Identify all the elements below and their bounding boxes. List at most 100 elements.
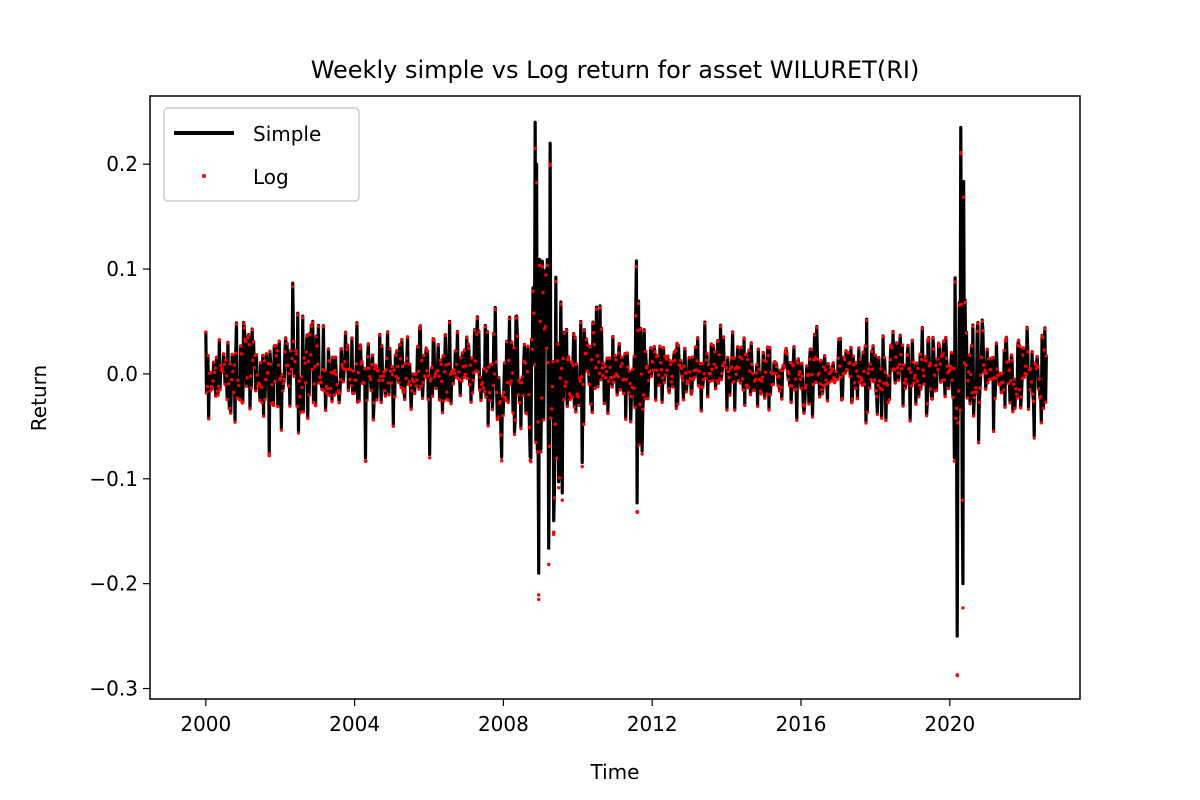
- log-return-point: [555, 359, 559, 363]
- log-return-point: [916, 366, 920, 371]
- log-return-point: [845, 368, 850, 372]
- log-return-point: [746, 386, 751, 390]
- log-return-point: [857, 380, 862, 385]
- log-return-point: [905, 353, 910, 357]
- log-return-point: [221, 370, 225, 374]
- log-return-point: [330, 399, 334, 404]
- log-return-point: [856, 374, 860, 379]
- log-return-point: [293, 348, 298, 353]
- log-return-point: [537, 597, 541, 602]
- log-return-point: [739, 345, 743, 350]
- log-return-point: [469, 400, 473, 404]
- log-return-point: [599, 377, 603, 382]
- log-return-point: [697, 369, 701, 373]
- log-return-point: [892, 367, 897, 372]
- log-return-point: [909, 384, 914, 388]
- log-return-point: [958, 408, 962, 412]
- log-return-point: [574, 410, 578, 414]
- log-return-point: [637, 443, 641, 447]
- log-return-point: [676, 344, 681, 348]
- log-return-point: [507, 317, 512, 321]
- log-return-point: [614, 357, 618, 362]
- log-return-point: [735, 345, 740, 349]
- log-return-point: [425, 349, 430, 353]
- log-return-point: [985, 347, 989, 352]
- log-return-point: [754, 371, 758, 375]
- log-return-point: [582, 328, 587, 333]
- log-return-point: [887, 373, 891, 378]
- log-return-point: [568, 397, 572, 402]
- log-return-point: [770, 372, 775, 376]
- log-return-point: [909, 370, 913, 374]
- log-return-point: [886, 400, 890, 405]
- log-return-point: [799, 386, 803, 391]
- log-return-point: [776, 384, 780, 388]
- log-return-point: [757, 367, 761, 371]
- log-return-point: [286, 363, 290, 367]
- log-return-point: [580, 464, 584, 469]
- log-return-point: [640, 452, 644, 456]
- log-return-point: [745, 357, 750, 361]
- log-return-point: [656, 354, 660, 358]
- log-return-point: [741, 388, 746, 392]
- log-return-point: [241, 400, 245, 404]
- log-return-point: [924, 413, 929, 418]
- log-return-point: [625, 351, 629, 355]
- log-return-point: [843, 371, 847, 375]
- log-return-point: [708, 372, 713, 376]
- log-return-point: [467, 346, 471, 351]
- log-return-point: [579, 321, 583, 325]
- log-return-point: [782, 365, 787, 370]
- log-return-point: [824, 378, 828, 383]
- log-return-point: [519, 380, 524, 385]
- log-return-point: [949, 365, 953, 369]
- log-return-point: [859, 378, 864, 382]
- log-return-point: [968, 401, 972, 406]
- log-return-point: [773, 371, 778, 375]
- log-return-point: [987, 377, 991, 382]
- log-return-point: [607, 356, 612, 360]
- log-return-point: [487, 365, 491, 369]
- legend-log-swatch: [202, 174, 206, 178]
- log-return-point: [688, 376, 693, 381]
- log-return-point: [839, 375, 843, 380]
- log-return-point: [331, 355, 335, 360]
- log-return-point: [827, 381, 831, 385]
- log-return-point: [795, 361, 800, 365]
- log-return-point: [683, 371, 688, 375]
- log-return-point: [249, 386, 254, 390]
- log-return-point: [965, 396, 969, 400]
- log-return-point: [549, 407, 554, 411]
- log-return-point: [270, 383, 274, 387]
- log-return-point: [798, 377, 803, 381]
- log-return-point: [500, 394, 505, 398]
- log-return-point: [412, 380, 416, 384]
- log-return-point: [638, 402, 642, 407]
- log-return-point: [323, 408, 328, 413]
- log-return-point: [288, 349, 293, 353]
- log-return-point: [689, 392, 693, 396]
- log-return-point: [893, 381, 897, 385]
- log-return-point: [482, 367, 486, 371]
- log-return-point: [504, 398, 508, 403]
- log-return-point: [218, 387, 222, 392]
- log-return-point: [427, 373, 431, 378]
- log-return-point: [380, 344, 384, 348]
- log-return-point: [929, 387, 933, 391]
- log-return-point: [951, 395, 955, 400]
- log-return-point: [303, 381, 308, 385]
- log-return-point: [527, 425, 532, 430]
- log-return-point: [341, 380, 346, 384]
- log-return-point: [661, 346, 666, 350]
- log-return-point: [869, 349, 874, 354]
- log-return-point: [273, 344, 278, 348]
- log-return-point: [575, 392, 579, 396]
- log-return-point: [768, 393, 773, 397]
- log-return-point: [679, 366, 684, 370]
- log-return-point: [896, 371, 900, 375]
- log-return-point: [460, 379, 464, 383]
- log-return-point: [286, 384, 291, 388]
- log-return-point: [311, 320, 315, 325]
- log-return-point: [489, 362, 494, 367]
